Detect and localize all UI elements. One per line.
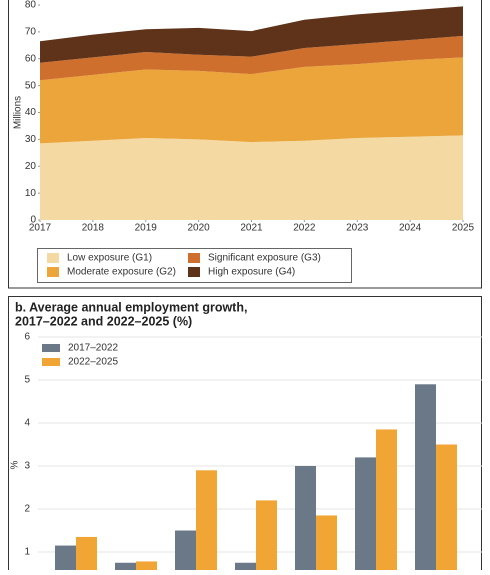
panel-a-frame (8, 0, 482, 289)
legend-swatch (42, 358, 60, 366)
bar (415, 384, 436, 575)
y-tick-label: 1 (24, 547, 30, 558)
bar (235, 562, 256, 575)
area (40, 35, 463, 81)
bar (136, 561, 157, 575)
bar (376, 429, 397, 575)
x-tick-label: 2022 (293, 223, 316, 234)
y-tick-label: 20 (25, 161, 37, 172)
bar (115, 562, 136, 575)
legend-frame (37, 248, 352, 283)
legend-label: Moderate exposure (G2) (67, 267, 176, 278)
x-tick-label: 2025 (452, 223, 475, 234)
y-tick-label: 60 (25, 53, 37, 64)
y-tick-label: 80 (25, 0, 37, 11)
x-tick-label: 2021 (240, 223, 263, 234)
y-tick-label: 5 (24, 375, 30, 386)
y-tick-label: 4 (24, 418, 30, 429)
area (40, 6, 463, 63)
bar (256, 500, 277, 575)
legend-label: 2022–2025 (68, 357, 118, 368)
panel-b-frame (8, 296, 482, 575)
bar (316, 515, 337, 575)
y-tick-label: 70 (25, 27, 37, 38)
legend-swatch (47, 253, 59, 263)
legend-label: High exposure (G4) (208, 267, 295, 278)
chart-title: 2017–2022 and 2022–2025 (%) (15, 314, 192, 328)
y-tick-label: 2 (24, 504, 30, 515)
bar (196, 470, 217, 575)
area (40, 135, 463, 220)
y-axis-label: Millions (13, 96, 24, 129)
x-tick-label: 2020 (188, 223, 211, 234)
bar (295, 466, 316, 575)
area (40, 57, 463, 144)
y-tick-label: 30 (25, 134, 37, 145)
bar (436, 444, 457, 575)
chart-title: b. Average annual employment growth, (15, 300, 247, 314)
legend-swatch (42, 344, 60, 352)
bar (76, 536, 97, 575)
x-tick-label: 2023 (346, 223, 369, 234)
legend-label: Low exposure (G1) (67, 253, 152, 264)
bar (355, 457, 376, 575)
bar (175, 530, 196, 575)
y-axis-label: % (10, 460, 21, 469)
legend-label: 2017–2022 (68, 343, 118, 354)
y-tick-label: 3 (24, 461, 30, 472)
x-tick-label: 2019 (135, 223, 158, 234)
x-tick-label: 2024 (399, 223, 422, 234)
legend-swatch (188, 267, 200, 277)
y-tick-label: 0 (30, 215, 36, 226)
y-tick-label: 40 (25, 107, 37, 118)
x-tick-label: 2017 (29, 223, 52, 234)
y-tick-label: 10 (25, 188, 37, 199)
x-tick-label: 2018 (82, 223, 105, 234)
legend-swatch (47, 267, 59, 277)
legend-label: Significant exposure (G3) (208, 253, 321, 264)
bar (55, 545, 76, 575)
legend-swatch (188, 253, 200, 263)
y-tick-label: 6 (24, 332, 30, 343)
y-tick-label: 50 (25, 80, 37, 91)
